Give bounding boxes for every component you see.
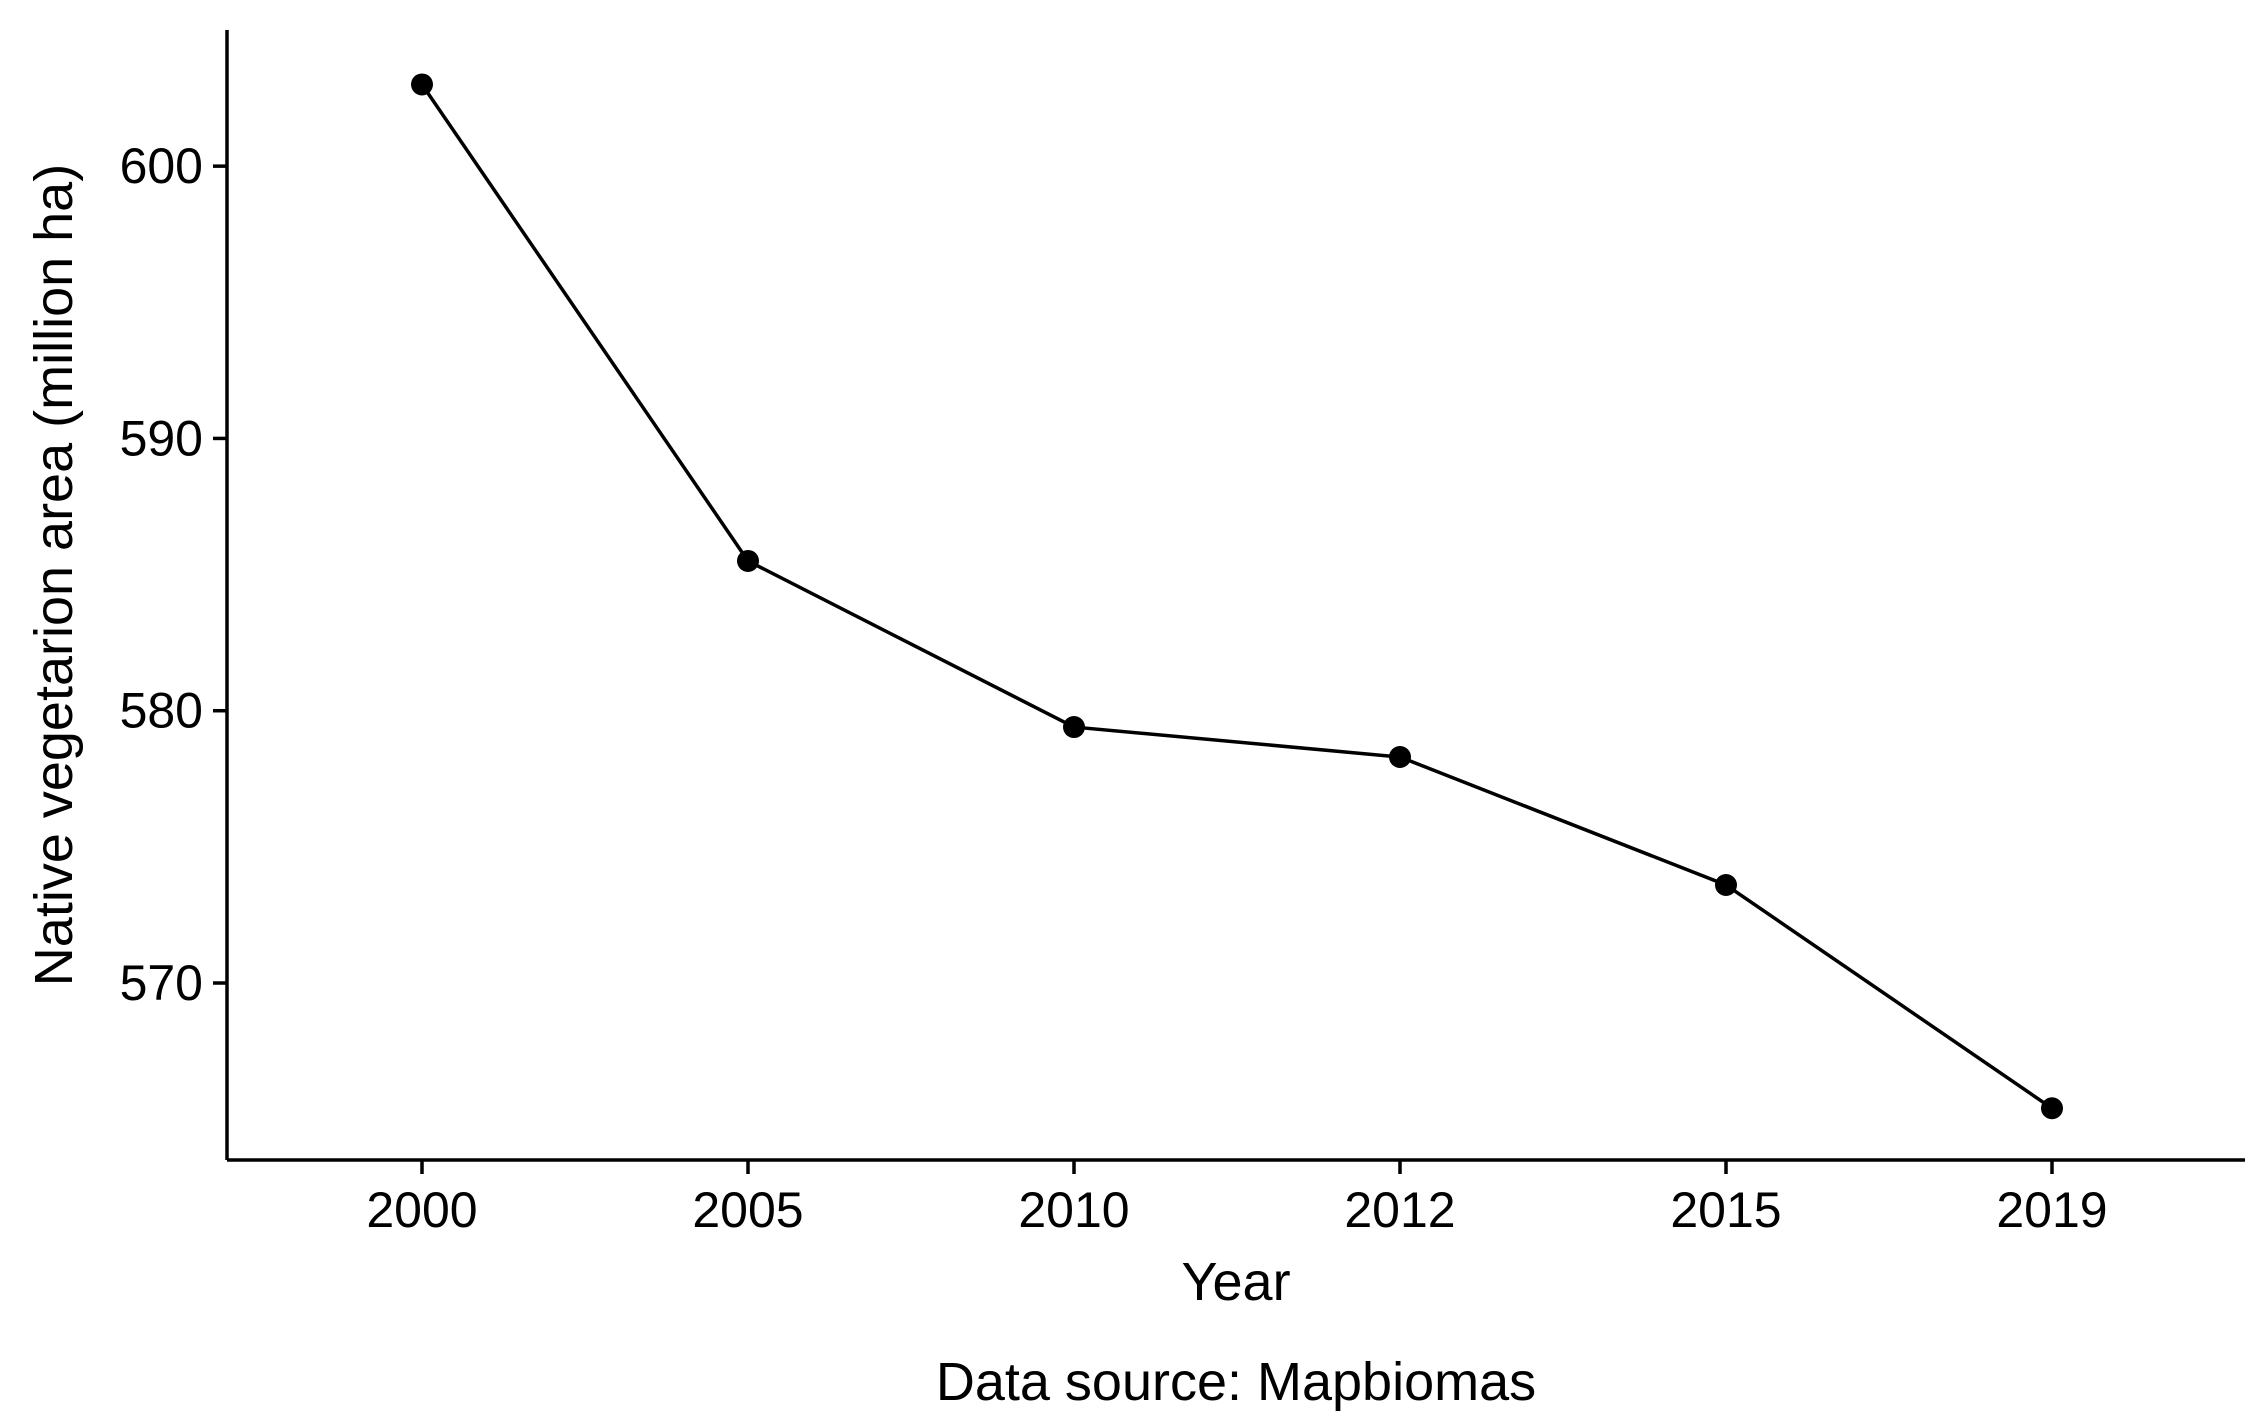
data-point (411, 73, 433, 96)
data-point (737, 549, 759, 572)
plot-area: 570 580 590 600 2000 2005 2010 2012 2015 2019 (120, 30, 2245, 1238)
series-line (420, 83, 2053, 1110)
x-tick-label: 2015 (1670, 1182, 1781, 1238)
y-tick-label: 600 (120, 138, 203, 194)
data-points (411, 73, 2063, 1120)
y-axis-ticks: 570 580 590 600 (120, 138, 227, 1011)
data-point (2041, 1097, 2063, 1120)
x-axis-title: Year (1181, 1252, 1290, 1312)
x-tick-label: 2010 (1018, 1182, 1129, 1238)
x-tick-label: 2019 (1996, 1182, 2107, 1238)
data-point (1063, 716, 1085, 739)
y-tick-label: 590 (120, 410, 203, 466)
x-axis-ticks: 2000 2005 2010 2012 2015 2019 (366, 1160, 2108, 1238)
x-tick-label: 2005 (692, 1182, 803, 1238)
chart-caption: Data source: Mapbiomas (936, 1352, 1536, 1412)
data-point (1389, 746, 1411, 769)
y-axis-title: Native vegetarion area (million ha) (24, 164, 84, 986)
x-tick-label: 2000 (366, 1182, 477, 1238)
y-tick-label: 580 (120, 683, 203, 739)
y-tick-label: 570 (120, 955, 203, 1011)
data-point (1715, 873, 1737, 896)
x-tick-label: 2012 (1344, 1182, 1455, 1238)
